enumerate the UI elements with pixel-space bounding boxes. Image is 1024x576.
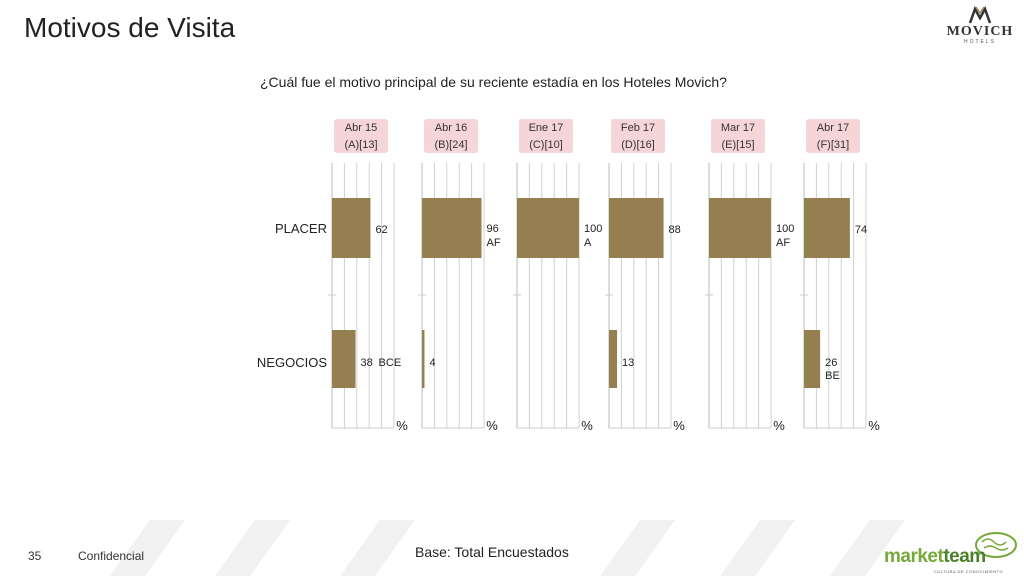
bar-negocios	[609, 330, 618, 388]
data-label: 26	[825, 357, 837, 369]
data-label: 74	[855, 224, 867, 236]
category-label-negocios: NEGOCIOS	[257, 355, 327, 370]
marketteam-wordmark: marketteam	[884, 546, 986, 568]
data-label: 100	[776, 223, 794, 235]
bar-placer	[709, 198, 771, 258]
period-badge	[806, 119, 860, 153]
bar-placer	[332, 198, 371, 258]
data-label: 13	[622, 357, 634, 369]
footer-decoration	[110, 520, 905, 576]
period-label: Feb 17	[621, 122, 655, 134]
data-label: 4	[429, 357, 435, 369]
brain-icon	[975, 532, 1017, 558]
significance-label: BCE	[379, 357, 402, 369]
period-badge	[424, 119, 478, 153]
bar-negocios	[422, 330, 425, 388]
bar-negocios	[804, 330, 821, 388]
bar-placer	[804, 198, 850, 258]
bar-placer	[422, 198, 482, 258]
brand-part1: market	[884, 546, 944, 567]
significance-label: BE	[825, 370, 840, 382]
movich-m-icon	[968, 6, 992, 24]
survey-question: ¿Cuál fue el motivo principal de su reci…	[260, 74, 727, 90]
period-label: Abr 17	[817, 122, 849, 134]
period-badge	[611, 119, 665, 153]
unit-label: %	[396, 418, 408, 433]
period-badge	[519, 119, 573, 153]
data-label: 96	[487, 223, 499, 235]
unit-label: %	[773, 418, 785, 433]
unit-label: %	[581, 418, 593, 433]
unit-label: %	[673, 418, 685, 433]
data-label: 62	[375, 224, 387, 236]
data-label: 88	[669, 224, 681, 236]
period-code: (E)[15]	[721, 139, 754, 151]
data-label: 38	[361, 357, 373, 369]
period-label: Ene 17	[529, 122, 564, 134]
bar-placer	[609, 198, 664, 258]
period-code: (B)[24]	[434, 139, 467, 151]
period-badge	[334, 119, 388, 153]
movich-logo: MOVICH HOTELS	[942, 6, 1018, 46]
significance-label: AF	[487, 237, 501, 249]
base-note: Base: Total Encuestados	[415, 544, 569, 560]
period-label: Abr 16	[435, 122, 467, 134]
page-title: Motivos de Visita	[24, 12, 236, 43]
bar-placer	[517, 198, 579, 258]
period-label: Abr 15	[345, 122, 377, 134]
page-number: 35	[28, 549, 42, 563]
marketteam-logo: marketteam CULTURA DE CONOCIMIENTO	[884, 530, 1024, 576]
logo-sub: HOTELS	[963, 39, 996, 45]
significance-label: AF	[776, 237, 790, 249]
data-label: 100	[584, 223, 602, 235]
significance-label: A	[584, 237, 592, 249]
period-label: Mar 17	[721, 122, 755, 134]
bar-negocios	[332, 330, 356, 388]
period-code: (F)[31]	[817, 139, 849, 151]
unit-label: %	[486, 418, 498, 433]
period-code: (D)[16]	[621, 139, 655, 151]
unit-label: %	[868, 418, 880, 433]
period-code: (C)[10]	[529, 139, 563, 151]
period-code: (A)[13]	[344, 139, 377, 151]
logo-name: MOVICH	[946, 24, 1014, 39]
marketteam-tagline: CULTURA DE CONOCIMIENTO	[934, 569, 1004, 574]
brand-part2: team	[943, 546, 986, 567]
category-label-placer: PLACER	[275, 221, 327, 236]
confidential-label: Confidencial	[78, 549, 145, 563]
period-badge	[711, 119, 765, 153]
